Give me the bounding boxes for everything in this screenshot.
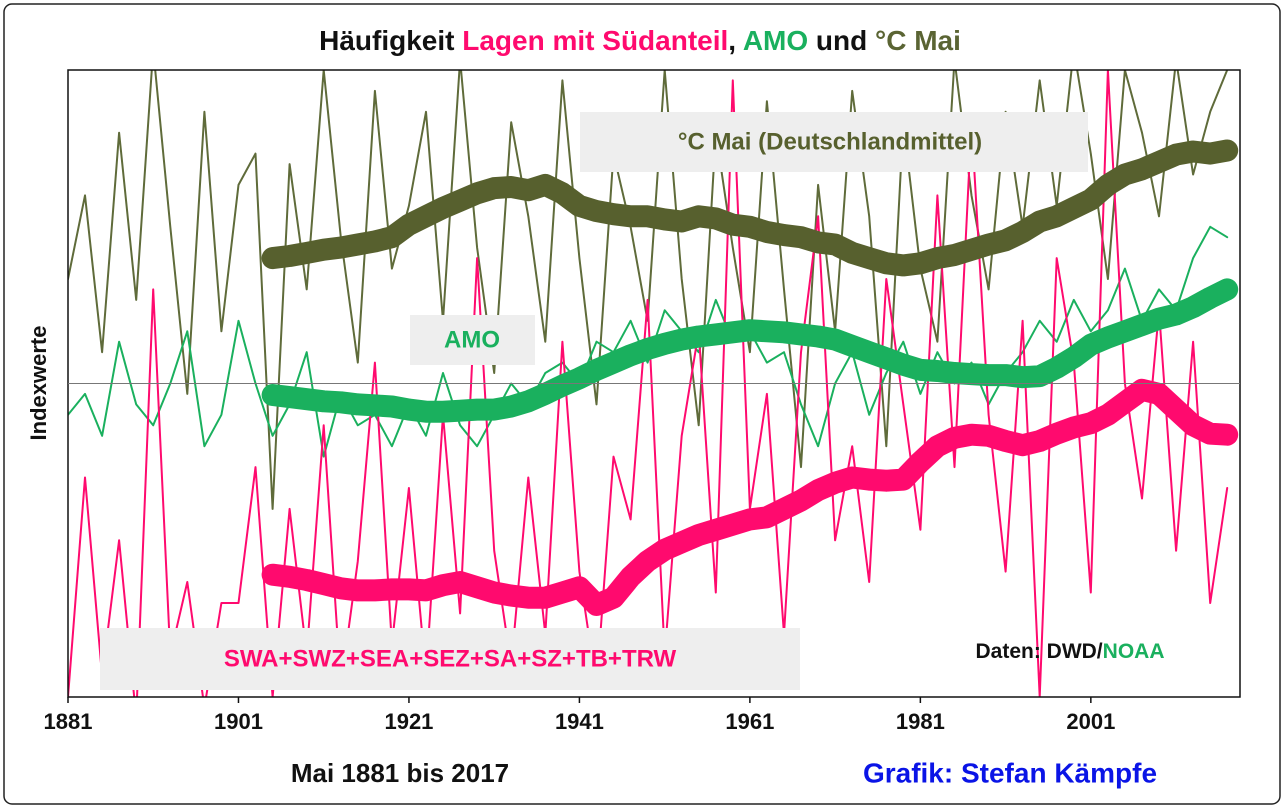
label-box (410, 315, 535, 365)
text-part: und (808, 25, 875, 56)
x-tick-label: 1881 (44, 709, 93, 734)
text-part: NOAA (1103, 640, 1165, 663)
series-label: SWA+SWZ+SEA+SEZ+SA+SZ+TB+TRW (224, 645, 677, 672)
series-label: °C Mai (Deutschlandmittel) (678, 128, 982, 155)
x-tick-label: 1981 (896, 709, 945, 734)
frame (3, 3, 1281, 805)
series-label: AMO (444, 326, 500, 353)
x-tick-label: 1921 (384, 709, 433, 734)
text-part: Lagen mit Südanteil (462, 25, 728, 56)
x-tick-label: 1901 (214, 709, 263, 734)
label-box (580, 112, 1088, 172)
annual-line (68, 225, 1229, 458)
y-axis-label: Indexwerte (26, 326, 51, 441)
plot-lines (68, 70, 1239, 697)
text-part: Daten: DWD/ (975, 640, 1102, 663)
source: Daten: DWD/NOAA (975, 640, 1164, 663)
chart-title: Häufigkeit Lagen mit Südanteil, AMO und … (319, 25, 961, 56)
x-tick-label: 2001 (1066, 709, 1115, 734)
label-box (100, 628, 800, 690)
smoothed-line (261, 139, 1239, 277)
x-tick-label: 1961 (725, 709, 774, 734)
text-part: AMO (743, 25, 808, 56)
text-part: Häufigkeit (319, 25, 462, 56)
x-axis-label: Mai 1881 bis 2017 (291, 758, 509, 788)
text-part: , (728, 25, 743, 56)
text-part: °C Mai (875, 25, 961, 56)
x-tick-label: 1941 (555, 709, 604, 734)
smoothed-line (261, 378, 1239, 616)
smoothed-line (261, 278, 1239, 423)
annual-line (68, 70, 1229, 697)
credit: Grafik: Stefan Kämpfe (863, 757, 1157, 788)
